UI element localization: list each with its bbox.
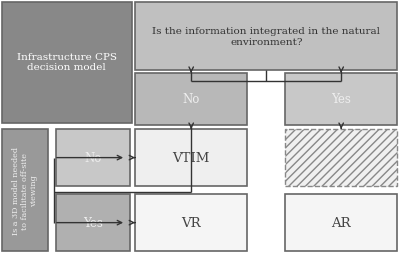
Bar (135, 74, 247, 126)
Bar (285, 130, 397, 187)
Text: VTIM: VTIM (172, 152, 210, 164)
Text: No: No (84, 152, 102, 164)
Text: VR: VR (181, 216, 201, 229)
Text: Is the information integrated in the natural
environment?: Is the information integrated in the nat… (152, 27, 380, 46)
Bar (2, 130, 48, 251)
Bar (56, 194, 130, 251)
Text: Infrastructure CPS
decision model: Infrastructure CPS decision model (17, 53, 117, 72)
Text: Yes: Yes (83, 216, 103, 229)
Bar (2, 3, 132, 123)
Text: No: No (182, 93, 200, 106)
Bar (285, 74, 397, 126)
Text: Yes: Yes (331, 93, 351, 106)
Bar (135, 194, 247, 251)
Bar (135, 130, 247, 187)
Text: AR: AR (331, 216, 351, 229)
Bar (135, 3, 397, 71)
Text: Is a 3D model needed
to facilitate off-site
viewing: Is a 3D model needed to facilitate off-s… (12, 147, 38, 234)
Bar (285, 194, 397, 251)
Bar (56, 130, 130, 187)
